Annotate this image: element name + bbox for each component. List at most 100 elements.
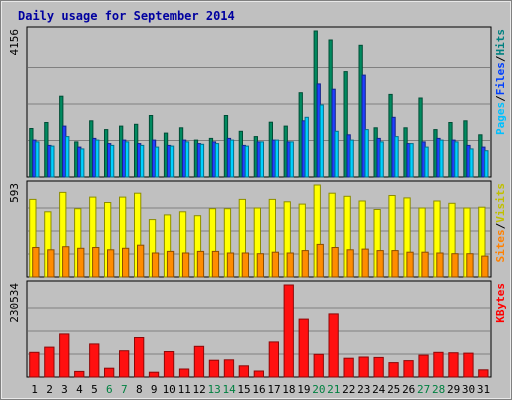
x-tick-label-day-28: 28: [432, 383, 445, 396]
x-tick-label-day-14: 14: [222, 383, 236, 396]
x-tick-label-day-13: 13: [207, 383, 220, 396]
x-tick-label-day-29: 29: [447, 383, 460, 396]
x-tick-label-day-19: 19: [297, 383, 310, 396]
bar-hits-day-27: [418, 97, 423, 178]
bar-pages-day-3: [65, 136, 70, 178]
bar-pages-day-10: [169, 145, 175, 178]
bar-sites-day-26: [406, 251, 414, 278]
bar-kbytes-day-11: [178, 368, 190, 378]
x-tick-label-day-3: 3: [61, 383, 68, 396]
bar-kbytes-day-2: [44, 346, 55, 378]
bar-sites-day-19: [301, 250, 309, 278]
bar-sites-day-4: [77, 247, 85, 278]
panels-layer: 4156Pages/Files/Hits593Sites/Visits23053…: [8, 26, 507, 378]
bar-kbytes-day-23: [358, 356, 369, 378]
bar-pages-day-17: [274, 139, 280, 178]
bar-kbytes-day-10: [163, 351, 175, 378]
bar-pages-day-8: [140, 144, 145, 178]
x-tick-label-day-10: 10: [163, 383, 176, 396]
x-tick-label-day-9: 9: [151, 383, 158, 396]
legend-visits: Visits: [494, 183, 507, 223]
bar-kbytes-day-16: [253, 370, 264, 378]
bar-sites-day-17: [271, 251, 280, 278]
bar-sites-day-24: [376, 250, 384, 278]
x-axis-labels: 1 2 3 4 5 6 7 8 9 10 11 12 13 14 15 16 17 18 19 20 21 22 23 24 2…: [31, 383, 490, 396]
bar-pages-day-11: [184, 141, 190, 178]
bar-sites-day-18: [286, 252, 294, 278]
bar-pages-day-7: [125, 141, 130, 178]
x-tick-label-day-1: 1: [31, 383, 38, 396]
bar-sites-day-23: [361, 248, 369, 278]
x-tick-label-day-27: 27: [417, 383, 430, 396]
bar-sites-day-2: [47, 249, 55, 278]
x-tick-label-day-30: 30: [462, 383, 475, 396]
x-tick-label-day-12: 12: [192, 383, 205, 396]
x-tick-label-day-15: 15: [237, 383, 250, 396]
bar-kbytes-day-7: [119, 350, 130, 378]
bar-sites-day-14: [226, 252, 235, 278]
bar-kbytes-day-28: [433, 351, 444, 378]
bar-files-day-23: [361, 74, 366, 178]
bar-pages-day-14: [229, 139, 235, 178]
bar-sites-day-15: [241, 252, 249, 278]
bar-pages-day-26: [409, 143, 414, 178]
bar-kbytes-day-17: [268, 341, 280, 378]
bar-sites-day-13: [211, 250, 220, 278]
bar-pages-day-28: [439, 139, 444, 178]
legend-kbytes: KBytes: [494, 283, 507, 323]
chart-title: Daily usage for September 2014: [18, 9, 235, 23]
panel-kbytes: 230534 KBytes: [8, 280, 507, 378]
x-tick-label-day-5: 5: [91, 383, 98, 396]
bar-sites-day-11: [181, 252, 190, 278]
bar-pages-day-2: [50, 145, 55, 178]
bar-pages-day-18: [289, 141, 294, 178]
bar-pages-day-30: [469, 148, 474, 178]
bar-kbytes-day-24: [373, 356, 384, 378]
bar-kbytes-day-20: [313, 353, 324, 378]
bar-pages-day-5: [95, 139, 100, 178]
x-tick-label-day-23: 23: [357, 383, 370, 396]
legend-: /: [494, 55, 507, 62]
bar-pages-day-24: [379, 141, 384, 178]
bar-kbytes-day-4: [74, 370, 85, 378]
legend-hits: Hits: [494, 29, 507, 56]
bar-sites-day-20: [316, 243, 324, 278]
y-max-label: 230534: [8, 283, 21, 323]
bar-kbytes-day-12: [193, 345, 205, 378]
bar-pages-day-31: [484, 150, 489, 178]
legend-files: Files: [494, 62, 507, 95]
bar-pages-day-29: [454, 141, 459, 178]
x-tick-label-day-4: 4: [76, 383, 83, 396]
bar-pages-day-13: [214, 143, 220, 178]
bar-pages-day-9: [154, 146, 160, 178]
bar-sites-day-8: [137, 244, 145, 278]
bar-sites-day-3: [62, 246, 70, 278]
bar-sites-day-7: [122, 247, 130, 278]
bar-pages-day-25: [394, 136, 399, 178]
bar-kbytes-day-15: [238, 365, 249, 378]
bar-sites-day-12: [196, 250, 205, 278]
x-tick-label-day-25: 25: [387, 383, 400, 396]
series-legend: Sites/Visits: [494, 183, 507, 263]
bar-pages-day-23: [364, 129, 369, 178]
series-legend: KBytes: [494, 283, 507, 323]
bar-kbytes-day-26: [403, 360, 414, 378]
bar-sites-day-10: [166, 250, 175, 278]
bar-sites-day-1: [32, 247, 40, 278]
legend-: /: [494, 95, 507, 102]
bar-sites-day-25: [391, 250, 399, 278]
bar-sites-day-5: [92, 247, 100, 278]
bar-sites-day-31: [481, 255, 489, 278]
bar-pages-day-1: [35, 141, 40, 178]
bar-pages-day-27: [424, 146, 429, 178]
bar-kbytes-day-5: [89, 343, 100, 378]
bar-sites-day-9: [151, 252, 160, 278]
bar-pages-day-19: [304, 116, 309, 178]
bar-pages-day-16: [259, 141, 265, 178]
bar-kbytes-day-21: [328, 313, 339, 378]
bar-kbytes-day-31: [478, 369, 489, 378]
bar-sites-day-29: [451, 253, 459, 278]
bar-kbytes-day-27: [418, 354, 429, 378]
